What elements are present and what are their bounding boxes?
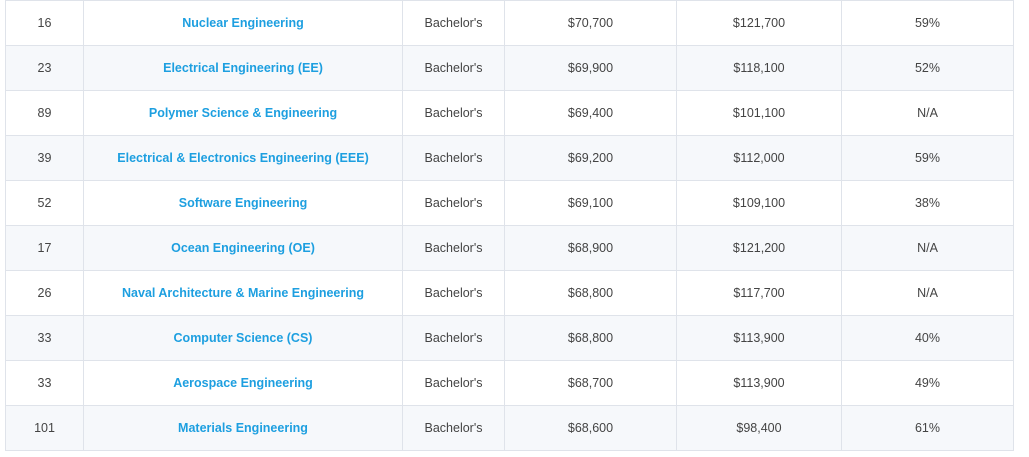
rank-cell: 33 [5,360,84,406]
rank-cell: 89 [5,90,84,136]
major-link[interactable]: Polymer Science & Engineering [148,106,338,120]
degree-cell: Bachelor's [402,315,505,361]
major-cell: Aerospace Engineering [83,360,403,406]
meaning-cell: 40% [841,315,1014,361]
degree-cell: Bachelor's [402,0,505,46]
degree-cell: Bachelor's [402,405,505,451]
early-career-pay-cell: $68,800 [504,270,677,316]
major-cell: Computer Science (CS) [83,315,403,361]
major-cell: Polymer Science & Engineering [83,90,403,136]
meaning-cell: 49% [841,360,1014,406]
mid-career-pay-cell: $118,100 [676,45,842,91]
major-cell: Software Engineering [83,180,403,226]
rank-cell: 26 [5,270,84,316]
degree-cell: Bachelor's [402,45,505,91]
major-link[interactable]: Software Engineering [178,196,308,210]
table-row: 23 Electrical Engineering (EE) Bachelor'… [5,45,1014,91]
major-link[interactable]: Materials Engineering [178,421,308,435]
rank-cell: 23 [5,45,84,91]
major-link[interactable]: Ocean Engineering (OE) [171,241,315,255]
table-row: 17 Ocean Engineering (OE) Bachelor's $68… [5,225,1014,271]
table-row: 101 Materials Engineering Bachelor's $68… [5,405,1014,451]
degree-cell: Bachelor's [402,225,505,271]
major-cell: Ocean Engineering (OE) [83,225,403,271]
major-link[interactable]: Electrical Engineering (EE) [163,61,323,75]
salary-table: 16 Nuclear Engineering Bachelor's $70,70… [5,0,1014,451]
degree-cell: Bachelor's [402,270,505,316]
early-career-pay-cell: $68,600 [504,405,677,451]
degree-cell: Bachelor's [402,180,505,226]
meaning-cell: 59% [841,135,1014,181]
major-link[interactable]: Naval Architecture & Marine Engineering [122,286,364,300]
rank-cell: 17 [5,225,84,271]
meaning-cell: 52% [841,45,1014,91]
meaning-cell: N/A [841,225,1014,271]
mid-career-pay-cell: $109,100 [676,180,842,226]
rank-cell: 16 [5,0,84,46]
table-body: 16 Nuclear Engineering Bachelor's $70,70… [5,0,1014,451]
major-cell: Naval Architecture & Marine Engineering [83,270,403,316]
mid-career-pay-cell: $113,900 [676,315,842,361]
table-row: 26 Naval Architecture & Marine Engineeri… [5,270,1014,316]
major-cell: Materials Engineering [83,405,403,451]
major-cell: Electrical & Electronics Engineering (EE… [83,135,403,181]
table-row: 39 Electrical & Electronics Engineering … [5,135,1014,181]
early-career-pay-cell: $69,900 [504,45,677,91]
rank-cell: 33 [5,315,84,361]
salary-table-container: 16 Nuclear Engineering Bachelor's $70,70… [5,0,1014,451]
table-row: 89 Polymer Science & Engineering Bachelo… [5,90,1014,136]
early-career-pay-cell: $69,100 [504,180,677,226]
mid-career-pay-cell: $101,100 [676,90,842,136]
table-row: 33 Computer Science (CS) Bachelor's $68,… [5,315,1014,361]
meaning-cell: N/A [841,90,1014,136]
mid-career-pay-cell: $112,000 [676,135,842,181]
rank-cell: 52 [5,180,84,226]
meaning-cell: 61% [841,405,1014,451]
major-link[interactable]: Aerospace Engineering [173,376,313,390]
mid-career-pay-cell: $98,400 [676,405,842,451]
major-link[interactable]: Computer Science (CS) [173,331,313,345]
early-career-pay-cell: $68,700 [504,360,677,406]
major-cell: Electrical Engineering (EE) [83,45,403,91]
mid-career-pay-cell: $121,200 [676,225,842,271]
meaning-cell: 38% [841,180,1014,226]
mid-career-pay-cell: $117,700 [676,270,842,316]
table-row: 52 Software Engineering Bachelor's $69,1… [5,180,1014,226]
mid-career-pay-cell: $121,700 [676,0,842,46]
meaning-cell: 59% [841,0,1014,46]
degree-cell: Bachelor's [402,135,505,181]
major-link[interactable]: Electrical & Electronics Engineering (EE… [117,151,369,165]
meaning-cell: N/A [841,270,1014,316]
table-row: 33 Aerospace Engineering Bachelor's $68,… [5,360,1014,406]
rank-cell: 39 [5,135,84,181]
early-career-pay-cell: $69,400 [504,90,677,136]
degree-cell: Bachelor's [402,360,505,406]
major-cell: Nuclear Engineering [83,0,403,46]
early-career-pay-cell: $68,900 [504,225,677,271]
early-career-pay-cell: $70,700 [504,0,677,46]
rank-cell: 101 [5,405,84,451]
early-career-pay-cell: $69,200 [504,135,677,181]
mid-career-pay-cell: $113,900 [676,360,842,406]
early-career-pay-cell: $68,800 [504,315,677,361]
major-link[interactable]: Nuclear Engineering [182,16,304,30]
table-row: 16 Nuclear Engineering Bachelor's $70,70… [5,0,1014,46]
degree-cell: Bachelor's [402,90,505,136]
